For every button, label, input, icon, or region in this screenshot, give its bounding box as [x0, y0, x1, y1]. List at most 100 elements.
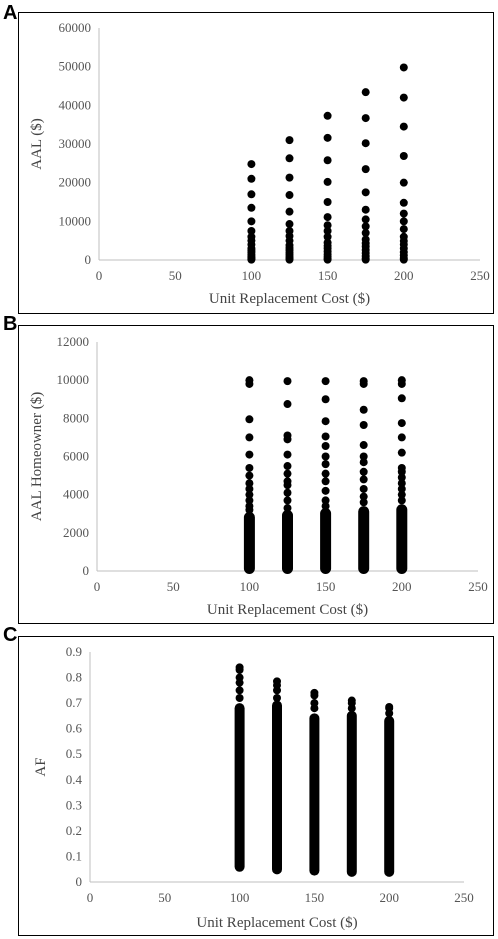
chart-a-series-x100: [247, 160, 256, 264]
chart-b-data-point: [321, 486, 330, 495]
chart-b-y-tick-label: 6000: [63, 449, 89, 464]
chart-b-data-point: [321, 460, 330, 469]
chart-b-y-tick-label: 8000: [63, 410, 89, 425]
chart-a-series-x200: [399, 63, 408, 264]
chart-a-data-point: [285, 207, 294, 216]
chart-a-data-point: [323, 177, 332, 186]
chart-b-data-point: [245, 471, 254, 480]
chart-c-data-point: [310, 691, 319, 700]
chart-b-dense-points-column: [320, 508, 332, 574]
chart-a-data-point: [399, 122, 408, 131]
chart-c-data-point: [273, 686, 281, 695]
chart-b-y-tick-label: 10000: [57, 372, 90, 387]
chart-a-y-tick-label: 60000: [59, 20, 92, 35]
chart-b-dense-points-column: [282, 509, 293, 574]
chart-a-data-point: [323, 227, 332, 235]
chart-b-data-point: [397, 490, 406, 499]
chart-a-y-axis-title: AAL ($): [29, 118, 45, 170]
chart-b-data-point: [283, 462, 292, 471]
chart-b-data-point: [283, 469, 292, 478]
chart-c-dense-points-column: [234, 703, 245, 872]
chart-b-data-point: [321, 477, 330, 486]
chart-c-data-point: [347, 704, 356, 713]
chart-b-data-point: [245, 379, 254, 388]
chart-a-x-tick-label: 200: [394, 268, 414, 283]
chart-a-series-x125: [285, 136, 294, 264]
chart-b-data-point: [283, 481, 292, 490]
chart-c-dense-points-column: [309, 713, 320, 876]
chart-b-data-point: [283, 450, 292, 459]
chart-a-data-point: [361, 139, 370, 148]
chart-a-y-tick-label: 0: [85, 252, 92, 267]
chart-a-data-point: [361, 205, 370, 214]
chart-b-data-point: [321, 502, 330, 511]
chart-b-data-point: [321, 496, 330, 505]
chart-b-data-point: [321, 432, 330, 441]
chart-a-x-axis-title: Unit Replacement Cost ($): [209, 291, 370, 307]
chart-b-data-point: [245, 490, 254, 499]
chart-c-y-tick-label: 0: [76, 874, 83, 889]
chart-c-x-tick-label: 50: [158, 890, 171, 905]
chart-a-data-point: [247, 227, 256, 235]
chart-a-data-point: [361, 188, 370, 197]
chart-b-x-tick-label: 250: [468, 579, 488, 594]
chart-b-data-point: [321, 452, 330, 461]
chart-b-series-x150: [320, 377, 332, 574]
chart-c-x-tick-label: 200: [379, 890, 399, 905]
chart-a-data-point: [247, 160, 256, 169]
chart-b-data-point: [397, 496, 406, 505]
chart-b-data-point: [283, 377, 292, 386]
chart-b-data-point: [359, 452, 368, 461]
chart-c-y-tick-label: 0.5: [66, 746, 82, 761]
chart-b-data-point: [283, 435, 292, 444]
chart-c-data-point: [273, 694, 281, 702]
chart-a-data-point: [247, 217, 256, 226]
chart-b-y-tick-label: 0: [83, 563, 90, 578]
chart-a-data-point: [323, 156, 332, 165]
chart-c-data-point: [235, 678, 244, 687]
chart-b-series-x200: [396, 376, 408, 574]
chart-a-data-point: [247, 203, 256, 212]
chart-a-x-tick-label: 250: [470, 268, 490, 283]
chart-a-data-point: [361, 165, 370, 174]
chart-a-data-point: [323, 255, 332, 264]
chart-a-data-point: [285, 220, 294, 229]
chart-c-series-x150: [309, 688, 320, 876]
chart-b-y-axis-title: AAL Homeowner ($): [29, 392, 45, 521]
chart-c-dense-points-column: [384, 715, 395, 877]
chart-c-data-point: [235, 665, 244, 674]
chart-b-data-point: [321, 377, 330, 386]
chart-c-y-tick-label: 0.4: [66, 772, 83, 787]
chart-a-data-point: [361, 114, 370, 123]
chart-a-data-point: [361, 215, 370, 224]
chart-b-data-point: [359, 467, 368, 476]
chart-b-data-point: [359, 492, 368, 501]
chart-a-x-tick-label: 150: [318, 268, 338, 283]
chart-c-x-tick-label: 150: [305, 890, 325, 905]
chart-b-series-x175: [358, 377, 370, 574]
chart-c-series-x100: [234, 663, 245, 872]
chart-c-dense-points-column: [346, 710, 357, 877]
panel-label-c: C: [3, 624, 18, 646]
chart-c-series-x175: [346, 696, 357, 877]
chart-b-data-point: [397, 433, 406, 442]
chart-b-data-point: [397, 484, 406, 493]
chart-b-data-point: [321, 469, 330, 478]
chart-a-data-point: [399, 63, 408, 72]
chart-b-data-point: [245, 433, 254, 442]
chart-b-data-point: [245, 450, 254, 459]
chart-b-data-point: [359, 475, 368, 484]
chart-b-data-point: [245, 484, 254, 493]
chart-b-x-tick-label: 150: [316, 579, 336, 594]
chart-c-dense-points-column: [272, 700, 282, 875]
chart-a-data-point: [399, 225, 408, 234]
chart-b-data-point: [359, 421, 368, 430]
chart-a-x-tick-label: 0: [96, 268, 103, 283]
chart-b-data-point: [245, 505, 254, 514]
chart-c-x-axis-title: Unit Replacement Cost ($): [196, 915, 357, 931]
chart-a-y-tick-label: 40000: [59, 97, 92, 112]
chart-b-data-point: [359, 405, 368, 414]
chart-a-data-point: [361, 222, 370, 231]
chart-a-data-point: [323, 198, 332, 206]
chart-a-data-point: [247, 174, 256, 183]
